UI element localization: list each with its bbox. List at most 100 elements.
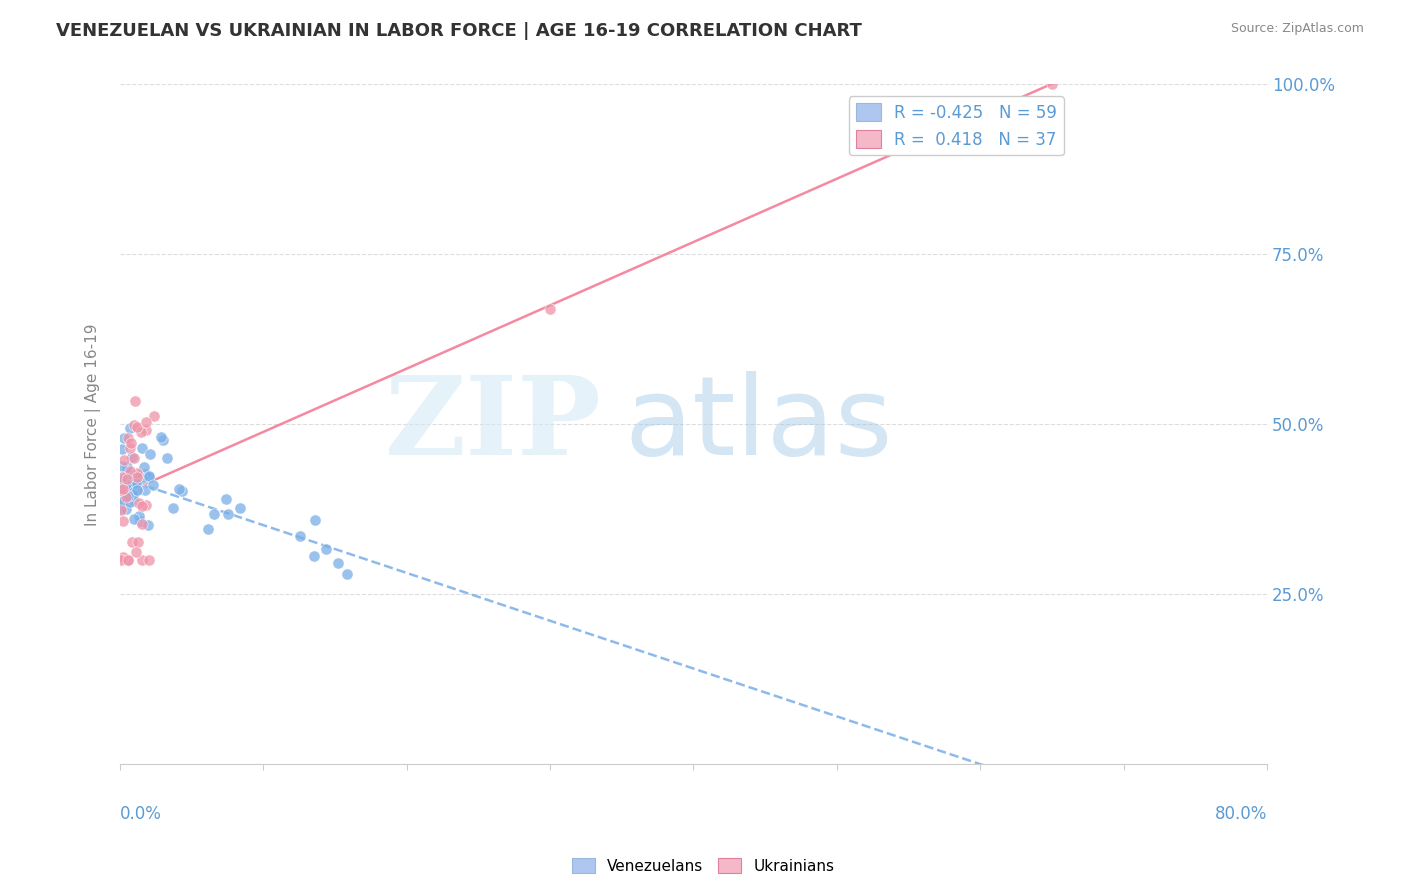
Point	[125, 545, 148, 559]
Point	[538, 301, 561, 316]
Point	[131, 441, 153, 455]
Point	[328, 556, 350, 570]
Point	[121, 488, 143, 502]
Point	[112, 471, 135, 485]
Point	[304, 513, 326, 527]
Point	[112, 431, 135, 445]
Text: atlas: atlas	[624, 371, 893, 478]
Point	[121, 535, 143, 549]
Point	[111, 469, 134, 483]
Point	[156, 451, 179, 466]
Point	[110, 502, 132, 516]
Point	[117, 553, 139, 567]
Point	[127, 466, 149, 480]
Point	[127, 420, 149, 434]
Point	[115, 460, 138, 475]
Point	[127, 468, 149, 483]
Point	[128, 508, 150, 523]
Point	[111, 550, 134, 565]
Point	[129, 425, 152, 439]
Point	[121, 478, 143, 492]
Point	[302, 549, 325, 563]
Point	[135, 423, 157, 437]
Point	[135, 415, 157, 429]
Point	[132, 459, 155, 474]
Point	[142, 478, 165, 492]
Point	[121, 436, 143, 450]
Point	[111, 497, 134, 511]
Point	[134, 467, 156, 482]
Point	[125, 476, 148, 491]
Point	[124, 394, 146, 409]
Point	[1040, 78, 1063, 92]
Point	[131, 553, 153, 567]
Point	[114, 490, 136, 504]
Point	[138, 553, 160, 567]
Point	[120, 441, 142, 455]
Point	[125, 483, 148, 498]
Point	[152, 433, 174, 447]
Point	[135, 499, 157, 513]
Point	[134, 483, 156, 498]
Point	[110, 500, 132, 515]
Point	[110, 483, 132, 497]
Point	[127, 535, 149, 549]
Point	[117, 553, 139, 567]
Point	[202, 508, 225, 522]
Point	[336, 567, 359, 582]
Point	[115, 477, 138, 491]
Text: ZIP: ZIP	[385, 371, 602, 478]
Text: Source: ZipAtlas.com: Source: ZipAtlas.com	[1230, 22, 1364, 36]
Point	[288, 529, 311, 543]
Point	[150, 430, 173, 444]
Text: 80.0%: 80.0%	[1215, 805, 1267, 823]
Point	[112, 514, 135, 528]
Point	[139, 447, 162, 461]
Point	[215, 491, 238, 506]
Point	[131, 471, 153, 485]
Point	[121, 450, 143, 464]
Y-axis label: In Labor Force | Age 16-19: In Labor Force | Age 16-19	[86, 323, 101, 525]
Point	[125, 483, 148, 497]
Point	[117, 467, 139, 481]
Point	[112, 494, 135, 508]
Point	[115, 472, 138, 486]
Point	[136, 517, 159, 532]
Point	[131, 499, 153, 513]
Point	[110, 474, 132, 488]
Point	[138, 468, 160, 483]
Point	[125, 470, 148, 484]
Point	[138, 470, 160, 484]
Point	[162, 500, 184, 515]
Point	[229, 501, 252, 516]
Point	[131, 516, 153, 531]
Point	[118, 464, 141, 478]
Text: 0.0%: 0.0%	[120, 805, 162, 823]
Point	[110, 553, 132, 567]
Point	[143, 409, 166, 424]
Point	[115, 502, 138, 516]
Point	[124, 451, 146, 466]
Legend: Venezuelans, Ukrainians: Venezuelans, Ukrainians	[565, 852, 841, 880]
Point	[197, 522, 219, 536]
Point	[122, 418, 145, 433]
Point	[110, 503, 132, 517]
Point	[117, 489, 139, 503]
Point	[129, 514, 152, 528]
Point	[112, 486, 135, 500]
Point	[122, 493, 145, 508]
Point	[127, 475, 149, 489]
Point	[111, 442, 134, 456]
Point	[121, 485, 143, 500]
Point	[112, 452, 135, 467]
Point	[117, 431, 139, 445]
Point	[122, 512, 145, 526]
Point	[128, 496, 150, 510]
Point	[111, 459, 134, 474]
Text: VENEZUELAN VS UKRAINIAN IN LABOR FORCE | AGE 16-19 CORRELATION CHART: VENEZUELAN VS UKRAINIAN IN LABOR FORCE |…	[56, 22, 862, 40]
Point	[118, 421, 141, 435]
Point	[120, 495, 142, 509]
Point	[112, 482, 135, 496]
Point	[111, 494, 134, 508]
Point	[125, 469, 148, 483]
